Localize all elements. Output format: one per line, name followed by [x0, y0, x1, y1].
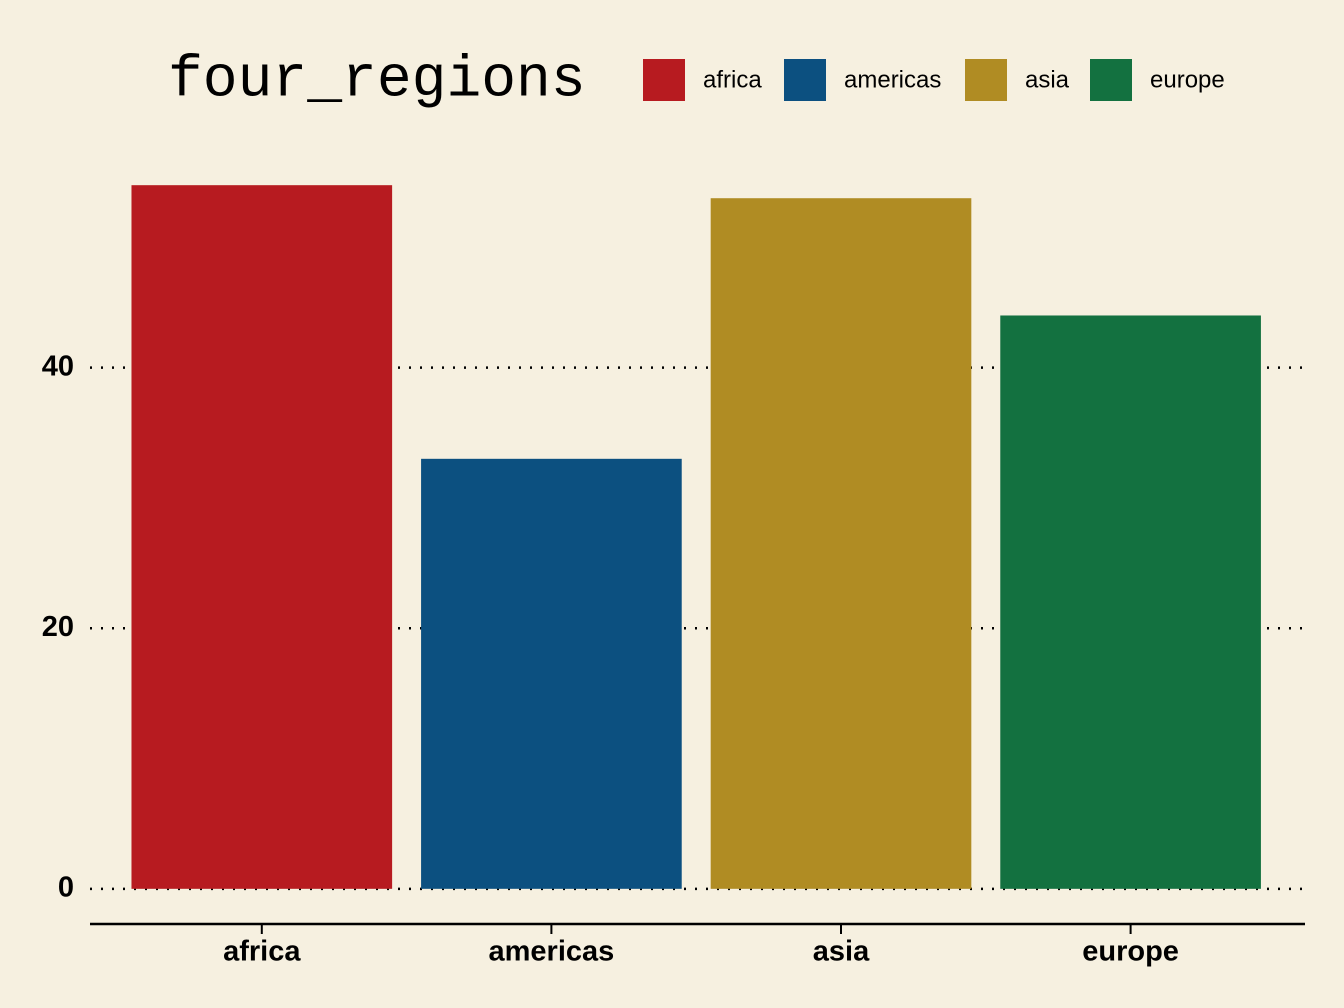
- bar: [131, 185, 393, 889]
- x-tick-label: europe: [1082, 936, 1179, 968]
- legend-label: asia: [1025, 66, 1070, 93]
- y-tick-label: 0: [58, 871, 74, 903]
- legend-key: [965, 59, 1007, 101]
- legend-label: europe: [1150, 66, 1225, 93]
- x-tick-label: asia: [813, 936, 870, 968]
- legend-key: [1090, 59, 1132, 101]
- legend-key: [643, 59, 685, 101]
- legend-key: [784, 59, 826, 101]
- bar: [1000, 315, 1261, 889]
- bar: [710, 198, 972, 889]
- legend-label: americas: [844, 66, 941, 93]
- x-tick-label: africa: [223, 936, 301, 968]
- legend-title: four_regions: [168, 48, 586, 113]
- y-tick-label: 40: [42, 350, 74, 382]
- y-tick-label: 20: [42, 611, 74, 643]
- legend-label: africa: [703, 66, 762, 93]
- bar: [421, 458, 682, 889]
- x-tick-label: americas: [489, 936, 615, 968]
